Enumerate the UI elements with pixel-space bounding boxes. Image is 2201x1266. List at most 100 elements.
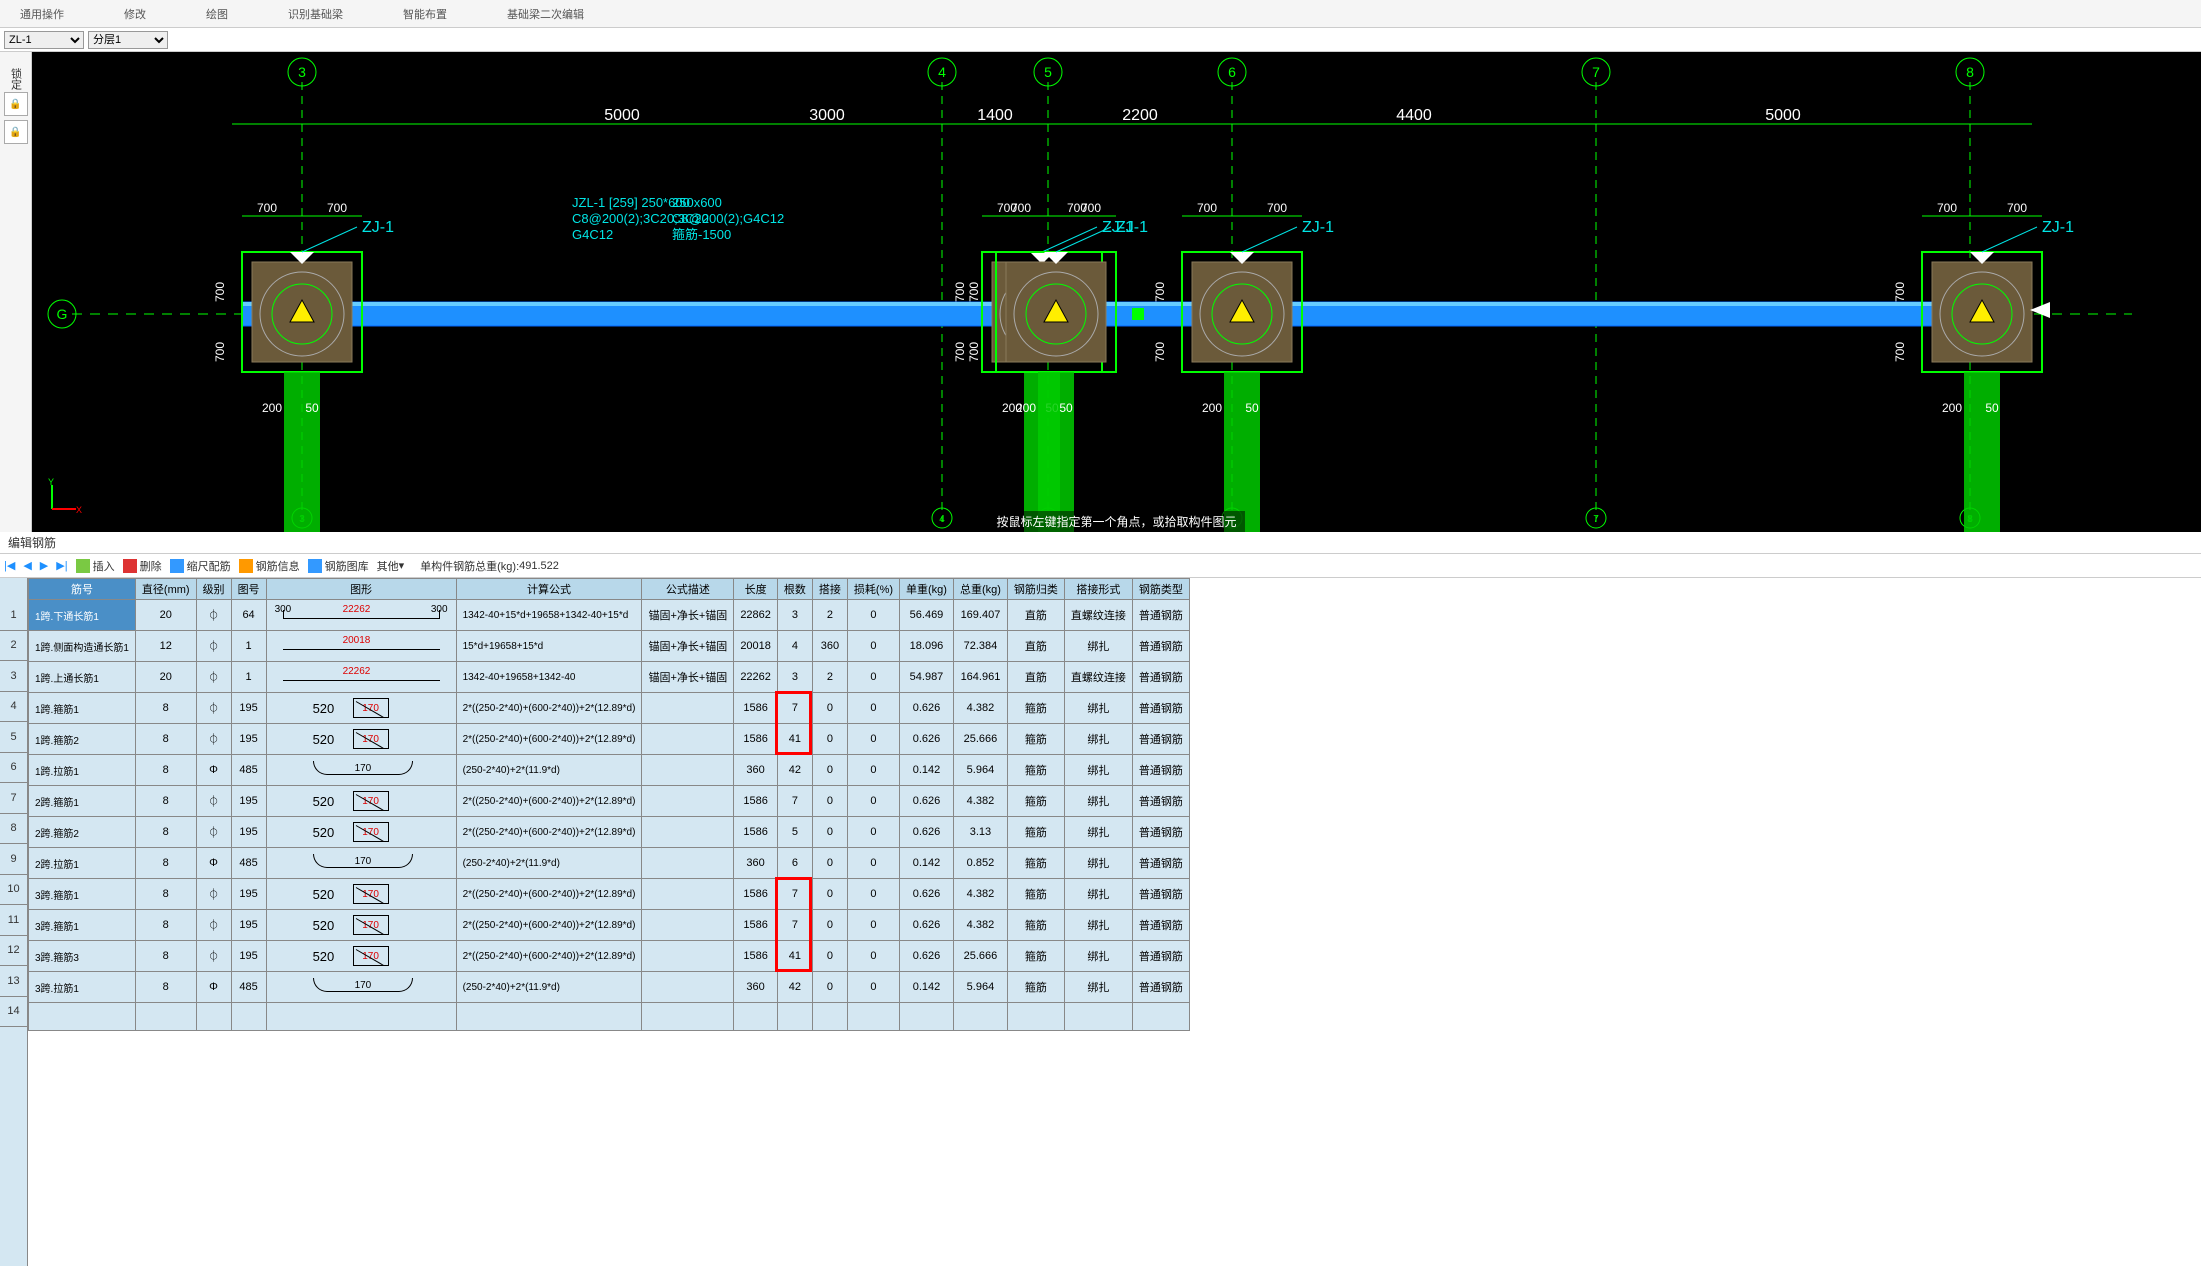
row-number[interactable]: 7 (0, 783, 27, 814)
tb-rebar-lib[interactable]: 钢筋图库 (308, 558, 369, 574)
row-number[interactable]: 1 (0, 600, 27, 631)
table-row[interactable]: 2跨.箍筋28⏀1955201702*((250-2*40)+(600-2*40… (29, 817, 1190, 848)
row-number[interactable]: 4 (0, 692, 27, 723)
row-number[interactable]: 6 (0, 753, 27, 784)
col-header[interactable]: 公式描述 (642, 579, 734, 600)
svg-text:6: 6 (1228, 64, 1236, 80)
count-cell[interactable]: 7 (777, 693, 812, 724)
table-row[interactable]: 3跨.箍筋38⏀1955201702*((250-2*40)+(600-2*40… (29, 941, 1190, 972)
svg-text:700: 700 (327, 201, 347, 215)
count-cell[interactable]: 42 (777, 972, 812, 1003)
cad-viewport[interactable]: 334455667788500030001400220044005000GZJ-… (32, 52, 2201, 532)
ribbon-group-recognize[interactable]: 识别基础梁 (278, 6, 353, 22)
row-number[interactable]: 9 (0, 844, 27, 875)
col-header[interactable]: 图形 (266, 579, 456, 600)
svg-text:700: 700 (257, 201, 277, 215)
delete-icon (123, 559, 137, 573)
left-gutter: 锁定 🔒 🔒 (0, 52, 32, 532)
nav-prev[interactable]: ◀ (23, 559, 31, 572)
col-header[interactable]: 筋号 (29, 579, 136, 600)
tb-other[interactable]: 其他 ▾ (377, 558, 405, 574)
count-cell[interactable]: 6 (777, 848, 812, 879)
count-cell[interactable]: 7 (777, 786, 812, 817)
col-header[interactable]: 直径(mm) (135, 579, 196, 600)
tb-scale[interactable]: 缩尺配筋 (170, 558, 231, 574)
row-number[interactable]: 8 (0, 814, 27, 845)
col-header[interactable]: 钢筋归类 (1007, 579, 1064, 600)
table-row[interactable]: 3跨.箍筋18⏀1955201702*((250-2*40)+(600-2*40… (29, 910, 1190, 941)
lock-btn-1[interactable]: 🔒 (4, 92, 28, 116)
col-header[interactable]: 计算公式 (456, 579, 642, 600)
count-cell[interactable]: 3 (777, 662, 812, 693)
count-cell[interactable]: 5 (777, 817, 812, 848)
count-cell[interactable]: 7 (777, 910, 812, 941)
table-row[interactable]: 3跨.拉筋18Φ485170(250-2*40)+2*(11.9*d)36042… (29, 972, 1190, 1003)
col-header[interactable]: 级别 (196, 579, 231, 600)
layer-select[interactable]: 分层1 (88, 31, 168, 49)
row-number[interactable]: 3 (0, 661, 27, 692)
row-number[interactable]: 12 (0, 936, 27, 967)
rebar-panel: 编辑钢筋 |◀ ◀ ▶ ▶| 插入 删除 缩尺配筋 钢筋信息 钢筋图库 其他 ▾… (0, 532, 2201, 1266)
col-header[interactable]: 根数 (777, 579, 812, 600)
svg-text:1400: 1400 (977, 107, 1013, 124)
svg-text:ZJ-1: ZJ-1 (362, 219, 394, 236)
col-header[interactable]: 单重(kg) (900, 579, 954, 600)
count-cell[interactable]: 4 (777, 631, 812, 662)
svg-text:200: 200 (1016, 401, 1036, 415)
ribbon-group-smart[interactable]: 智能布置 (393, 6, 457, 22)
lock-btn-2[interactable]: 🔒 (4, 120, 28, 144)
component-select[interactable]: ZL-1 (4, 31, 84, 49)
count-cell[interactable]: 41 (777, 724, 812, 755)
col-header[interactable]: 图号 (231, 579, 266, 600)
col-header[interactable]: 搭接 (812, 579, 847, 600)
svg-text:5: 5 (1044, 64, 1052, 80)
count-cell[interactable]: 7 (777, 879, 812, 910)
svg-text:200: 200 (262, 401, 282, 415)
ribbon-group-secondary[interactable]: 基础梁二次编辑 (497, 6, 594, 22)
rebar-table[interactable]: 筋号直径(mm)级别图号图形计算公式公式描述长度根数搭接损耗(%)单重(kg)总… (28, 578, 1190, 1031)
ribbon-group-modify[interactable]: 修改 (114, 6, 156, 22)
table-row[interactable]: 2跨.拉筋18Φ485170(250-2*40)+2*(11.9*d)36060… (29, 848, 1190, 879)
tb-rebar-info[interactable]: 钢筋信息 (239, 558, 300, 574)
row-number[interactable]: 10 (0, 875, 27, 906)
row-number[interactable]: 5 (0, 722, 27, 753)
col-header[interactable]: 搭接形式 (1064, 579, 1132, 600)
row-number[interactable]: 11 (0, 905, 27, 936)
svg-text:箍筋-1500: 箍筋-1500 (672, 227, 731, 242)
tb-insert[interactable]: 插入 (76, 558, 115, 574)
count-cell[interactable]: 42 (777, 755, 812, 786)
table-wrap[interactable]: 筋号直径(mm)级别图号图形计算公式公式描述长度根数搭接损耗(%)单重(kg)总… (28, 578, 2201, 1266)
col-header[interactable]: 钢筋类型 (1132, 579, 1189, 600)
svg-text:4: 4 (938, 64, 946, 80)
svg-text:3000: 3000 (809, 107, 845, 124)
ribbon-group-draw[interactable]: 绘图 (196, 6, 238, 22)
col-header[interactable]: 损耗(%) (847, 579, 899, 600)
table-row[interactable] (29, 1003, 1190, 1031)
svg-text:50: 50 (1059, 401, 1073, 415)
table-row[interactable]: 3跨.箍筋18⏀1955201702*((250-2*40)+(600-2*40… (29, 879, 1190, 910)
row-number[interactable]: 13 (0, 966, 27, 997)
col-header[interactable]: 总重(kg) (953, 579, 1007, 600)
count-cell[interactable]: 3 (777, 600, 812, 631)
svg-text:ZJ-1: ZJ-1 (2042, 219, 2074, 236)
table-row[interactable]: 1跨.拉筋18Φ485170(250-2*40)+2*(11.9*d)36042… (29, 755, 1190, 786)
nav-next[interactable]: ▶ (40, 559, 48, 572)
tb-delete[interactable]: 删除 (123, 558, 162, 574)
col-header[interactable]: 长度 (734, 579, 778, 600)
table-row[interactable]: 2跨.箍筋18⏀1955201702*((250-2*40)+(600-2*40… (29, 786, 1190, 817)
nav-first[interactable]: |◀ (4, 559, 15, 572)
table-row[interactable]: 1跨.箍筋28⏀1955201702*((250-2*40)+(600-2*40… (29, 724, 1190, 755)
row-number[interactable]: 2 (0, 631, 27, 662)
table-row[interactable]: 1跨.箍筋18⏀1955201702*((250-2*40)+(600-2*40… (29, 693, 1190, 724)
table-row[interactable]: 1跨.下通长筋120⏀64300300222621342-40+15*d+196… (29, 600, 1190, 631)
svg-text:700: 700 (1893, 342, 1907, 362)
row-gutter: 1234567891011121314 (0, 578, 28, 1266)
nav-last[interactable]: ▶| (56, 559, 67, 572)
ribbon-group-common[interactable]: 通用操作 (10, 6, 74, 22)
svg-text:G4C12: G4C12 (572, 227, 613, 242)
table-row[interactable]: 1跨.上通长筋120⏀1222621342-40+19658+1342-40锚固… (29, 662, 1190, 693)
count-cell[interactable]: 41 (777, 941, 812, 972)
svg-text:700: 700 (953, 342, 967, 362)
svg-text:700: 700 (1197, 201, 1217, 215)
table-row[interactable]: 1跨.侧面构造通长筋112⏀12001815*d+19658+15*d锚固+净长… (29, 631, 1190, 662)
